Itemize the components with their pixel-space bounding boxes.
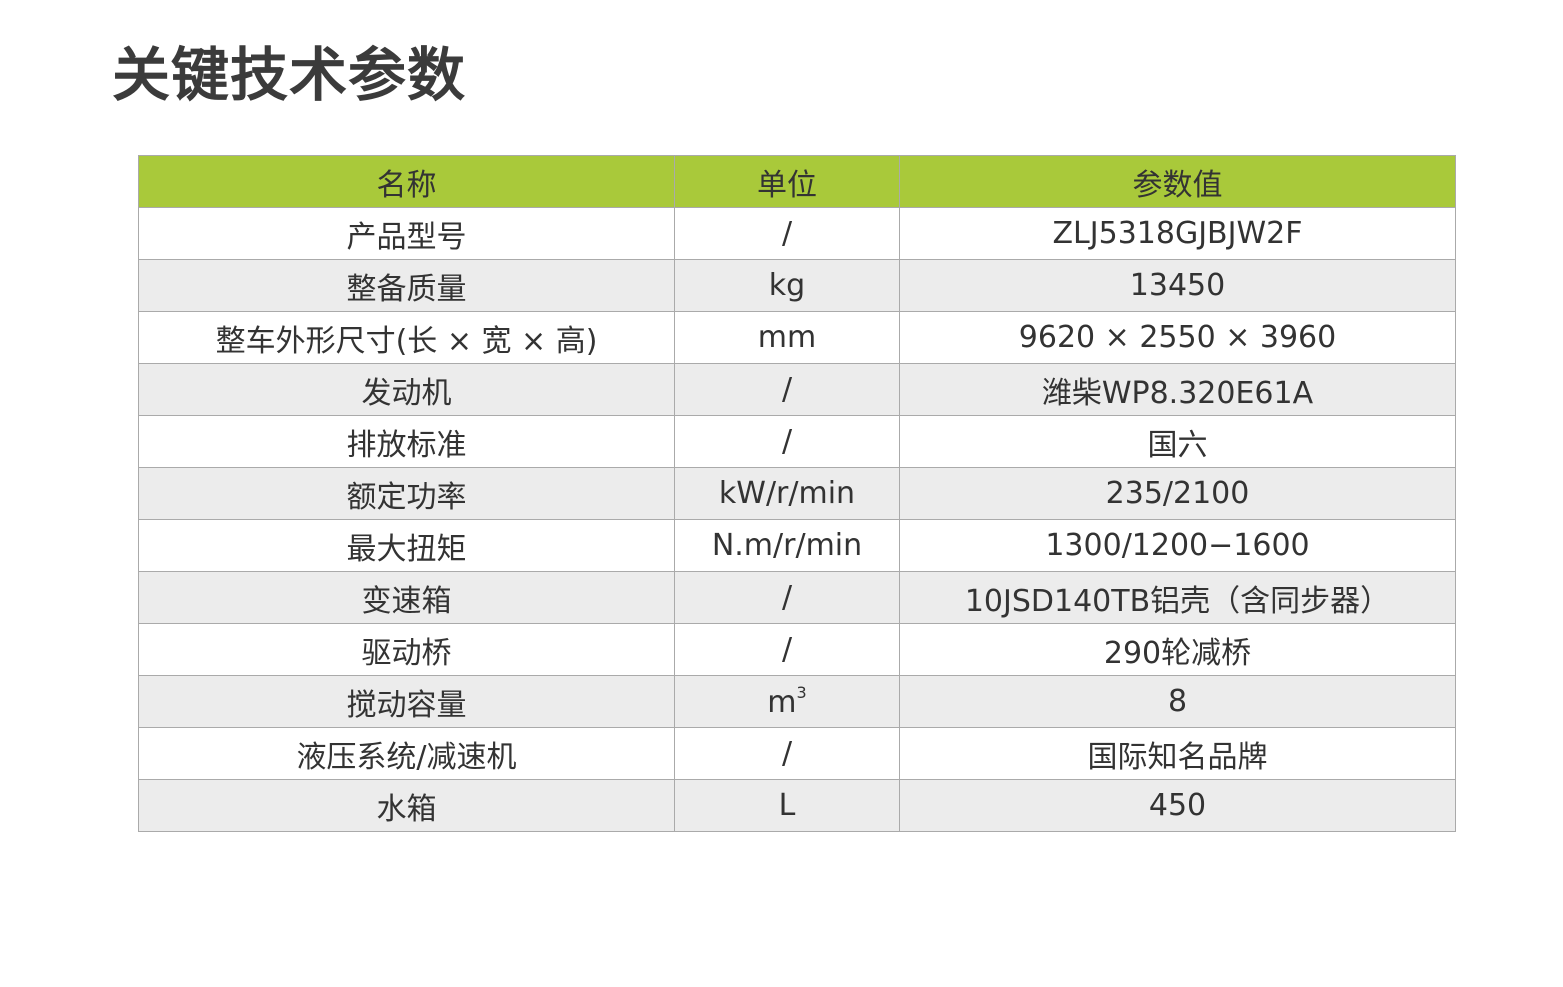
cell-value-text: 1300/1200−1600 [1045, 528, 1310, 563]
table-row: 水箱 L 450 [138, 779, 1456, 832]
cell-value: 国六 [899, 415, 1456, 468]
table-row: 额定功率 kW/r/min 235/2100 [138, 467, 1456, 520]
cell-value: ZLJ5318GJBJW2F [899, 207, 1456, 260]
cell-name: 整备质量 [138, 259, 675, 312]
cell-unit-text: kg [768, 268, 806, 303]
cell-unit: N.m/r/min [674, 519, 900, 572]
cell-name-text: 产品型号 [346, 219, 467, 255]
cell-unit-text: / [781, 372, 793, 407]
cell-unit: / [674, 415, 900, 468]
header-value: 参数值 [899, 155, 1456, 208]
table-row: 驱动桥 / 290轮减桥 [138, 623, 1456, 676]
header-name: 名称 [138, 155, 675, 208]
cell-value: 450 [899, 779, 1456, 832]
table-row: 排放标准 / 国六 [138, 415, 1456, 468]
cell-name-text: 整车外形尺寸(长 × 宽 × 高) [215, 323, 598, 359]
cell-value-text: ZLJ5318GJBJW2F [1052, 216, 1303, 251]
cell-value: 10JSD140TB铝壳（含同步器） [899, 571, 1456, 624]
cell-unit: / [674, 571, 900, 624]
cell-value-text: 235/2100 [1105, 476, 1250, 511]
cell-value-text: 国六 [1147, 427, 1208, 463]
cell-value: 8 [899, 675, 1456, 728]
cell-value: 290轮减桥 [899, 623, 1456, 676]
cell-value: 13450 [899, 259, 1456, 312]
table-row: 发动机 / 潍柴WP8.320E61A [138, 363, 1456, 416]
cell-unit-text: kW/r/min [718, 476, 856, 511]
cell-unit-text: m [767, 685, 797, 720]
cell-unit-text: / [781, 632, 793, 667]
cell-name-text: 排放标准 [346, 427, 467, 463]
cell-value: 235/2100 [899, 467, 1456, 520]
cell-name-text: 水箱 [376, 791, 437, 827]
cell-value: 9620 × 2550 × 3960 [899, 311, 1456, 364]
cell-name-text: 最大扭矩 [346, 531, 467, 567]
cell-unit-text: N.m/r/min [711, 528, 863, 563]
cell-unit: / [674, 207, 900, 260]
cell-unit-text: / [781, 424, 793, 459]
cell-name-text: 驱动桥 [361, 635, 452, 671]
cell-name: 最大扭矩 [138, 519, 675, 572]
cell-name: 额定功率 [138, 467, 675, 520]
table-row: 产品型号 / ZLJ5318GJBJW2F [138, 207, 1456, 260]
cell-value-text: 290轮减桥 [1103, 635, 1252, 671]
cell-unit: kW/r/min [674, 467, 900, 520]
cell-value-text: 9620 × 2550 × 3960 [1018, 320, 1337, 355]
cell-value-text: 8 [1167, 684, 1188, 719]
cell-unit-text: / [781, 216, 793, 251]
cell-name: 液压系统/减速机 [138, 727, 675, 780]
cell-unit-text: / [781, 736, 793, 771]
header-unit: 单位 [674, 155, 900, 208]
cell-name: 产品型号 [138, 207, 675, 260]
table-row: 整备质量 kg 13450 [138, 259, 1456, 312]
unit-superscript: 3 [796, 683, 807, 702]
cell-unit: kg [674, 259, 900, 312]
cell-unit: mm [674, 311, 900, 364]
cell-unit: / [674, 727, 900, 780]
cell-value-text: 10JSD140TB铝壳（含同步器） [964, 583, 1391, 619]
cell-unit-text: mm [757, 320, 817, 355]
cell-unit: / [674, 363, 900, 416]
table-row: 搅动容量 m3 8 [138, 675, 1456, 728]
cell-unit-text: L [778, 788, 796, 823]
cell-unit: m3 [674, 675, 900, 728]
table-header-row: 名称 单位 参数值 [138, 155, 1456, 208]
cell-value-text: 450 [1148, 788, 1207, 823]
cell-unit: / [674, 623, 900, 676]
cell-value-text: 潍柴WP8.320E61A [1041, 375, 1314, 411]
cell-name: 搅动容量 [138, 675, 675, 728]
cell-name: 水箱 [138, 779, 675, 832]
cell-unit-text: / [781, 580, 793, 615]
cell-name: 驱动桥 [138, 623, 675, 676]
cell-name-text: 整备质量 [346, 271, 467, 307]
cell-name-text: 搅动容量 [346, 687, 467, 723]
cell-name: 发动机 [138, 363, 675, 416]
table-row: 液压系统/减速机 / 国际知名品牌 [138, 727, 1456, 780]
table-row: 整车外形尺寸(长 × 宽 × 高) mm 9620 × 2550 × 3960 [138, 311, 1456, 364]
cell-name-text: 液压系统/减速机 [296, 739, 517, 775]
cell-name-text: 发动机 [361, 375, 452, 411]
cell-value: 国际知名品牌 [899, 727, 1456, 780]
cell-value-text: 13450 [1129, 268, 1226, 303]
cell-name: 排放标准 [138, 415, 675, 468]
cell-value-text: 国际知名品牌 [1087, 739, 1268, 775]
cell-name-text: 额定功率 [346, 479, 467, 515]
cell-name: 变速箱 [138, 571, 675, 624]
table-row: 最大扭矩 N.m/r/min 1300/1200−1600 [138, 519, 1456, 572]
table-row: 变速箱 / 10JSD140TB铝壳（含同步器） [138, 571, 1456, 624]
cell-value: 1300/1200−1600 [899, 519, 1456, 572]
cell-unit: L [674, 779, 900, 832]
cell-name: 整车外形尺寸(长 × 宽 × 高) [138, 311, 675, 364]
page-title: 关键技术参数 [112, 41, 467, 109]
cell-name-text: 变速箱 [361, 583, 452, 619]
cell-value: 潍柴WP8.320E61A [899, 363, 1456, 416]
spec-table: 名称 单位 参数值 产品型号 / ZLJ5318GJBJW2F 整备质量 kg 13450… [138, 155, 1456, 832]
